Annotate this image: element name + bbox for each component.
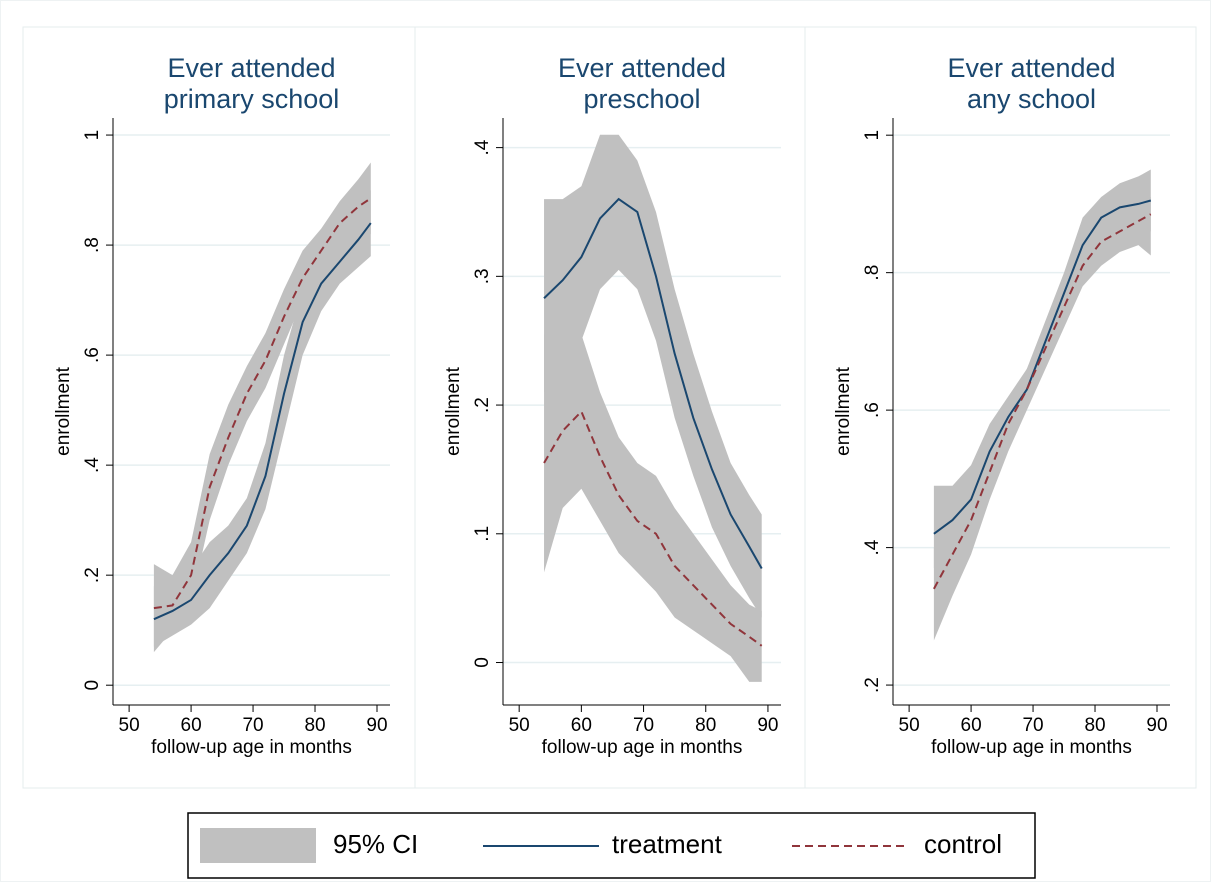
legend-label: control bbox=[924, 829, 1002, 859]
series-line bbox=[153, 222, 372, 621]
ci-band bbox=[153, 162, 371, 653]
x-tick-label: 60 bbox=[961, 715, 982, 736]
y-tick-label: .4 bbox=[82, 457, 103, 473]
series-line bbox=[933, 213, 1152, 590]
y-tick-label: 1 bbox=[82, 130, 103, 141]
x-tick-label: 90 bbox=[757, 715, 778, 736]
x-tick-label: 80 bbox=[1084, 715, 1105, 736]
ci-band bbox=[933, 197, 1151, 641]
series-line bbox=[543, 197, 763, 570]
x-tick-label: 80 bbox=[304, 715, 325, 736]
y-tick-label: .4 bbox=[862, 539, 883, 555]
x-tick-label: 70 bbox=[242, 715, 263, 736]
legend-label: 95% CI bbox=[333, 829, 418, 859]
y-axis-label: enrollment bbox=[833, 366, 854, 455]
ci-band bbox=[544, 334, 762, 682]
y-tick-label: .6 bbox=[862, 402, 883, 418]
panel-title: preschool bbox=[583, 84, 700, 114]
series-line bbox=[153, 197, 372, 610]
y-tick-label: 0 bbox=[472, 657, 493, 668]
x-tick-label: 50 bbox=[119, 715, 140, 736]
panel-title: Ever attended bbox=[167, 53, 335, 83]
x-tick-label: 90 bbox=[366, 715, 387, 736]
legend-ci-swatch bbox=[200, 828, 316, 863]
y-tick-label: .6 bbox=[82, 347, 103, 363]
y-tick-label: .4 bbox=[472, 139, 493, 155]
x-axis-label: follow-up age in months bbox=[151, 737, 352, 758]
y-tick-label: .2 bbox=[862, 677, 883, 693]
x-axis-label: follow-up age in months bbox=[931, 737, 1132, 758]
y-tick-label: .8 bbox=[82, 237, 103, 253]
series-line bbox=[543, 409, 763, 647]
panel-title: primary school bbox=[164, 84, 340, 114]
x-tick-label: 70 bbox=[1022, 715, 1043, 736]
x-tick-label: 60 bbox=[571, 715, 592, 736]
x-tick-label: 80 bbox=[695, 715, 716, 736]
panel-title: Ever attended bbox=[947, 53, 1115, 83]
x-tick-label: 70 bbox=[633, 715, 654, 736]
panel-title: any school bbox=[967, 84, 1096, 114]
ci-band bbox=[153, 190, 371, 647]
y-tick-label: .2 bbox=[82, 567, 103, 583]
y-tick-label: .8 bbox=[862, 265, 883, 281]
legend-frame bbox=[187, 812, 1036, 879]
y-tick-label: .1 bbox=[472, 526, 493, 542]
y-tick-label: 1 bbox=[862, 130, 883, 141]
legend-label: treatment bbox=[612, 829, 723, 859]
panel-title: Ever attended bbox=[558, 53, 726, 83]
ci-band bbox=[544, 134, 762, 618]
x-tick-label: 50 bbox=[899, 715, 920, 736]
y-tick-label: .2 bbox=[472, 397, 493, 413]
y-tick-label: .3 bbox=[472, 268, 493, 284]
x-tick-label: 50 bbox=[509, 715, 530, 736]
x-tick-label: 60 bbox=[181, 715, 202, 736]
x-tick-label: 90 bbox=[1146, 715, 1167, 736]
y-axis-label: enrollment bbox=[443, 366, 464, 455]
x-axis-label: follow-up age in months bbox=[542, 737, 743, 758]
series-line bbox=[933, 199, 1152, 535]
y-axis-label: enrollment bbox=[53, 366, 74, 455]
y-tick-label: 0 bbox=[82, 680, 103, 691]
legend: 95% CI treatment control bbox=[187, 812, 1036, 879]
